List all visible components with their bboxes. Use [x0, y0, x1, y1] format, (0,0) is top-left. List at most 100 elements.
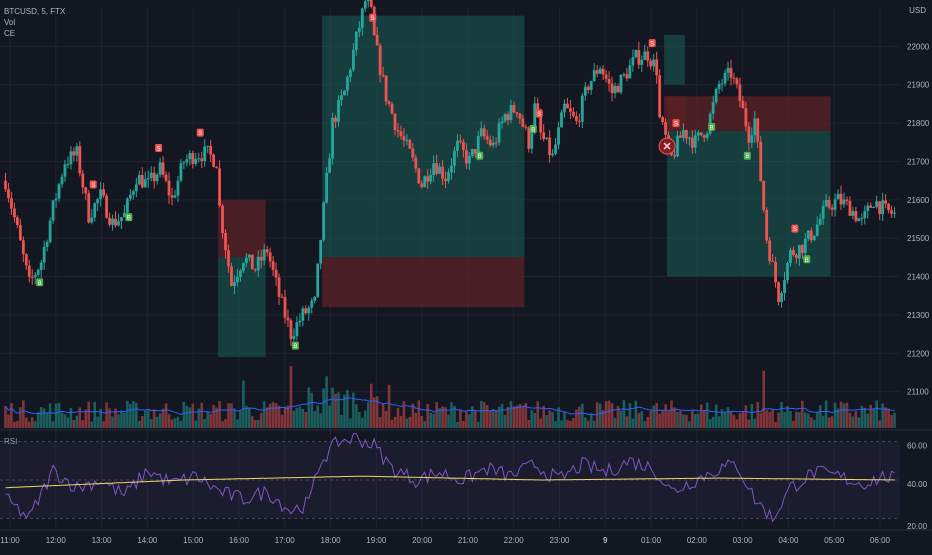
legend-ce[interactable]: CE	[4, 29, 16, 38]
candle-body	[551, 153, 554, 156]
volume-bar	[744, 405, 748, 428]
candle-body	[473, 149, 477, 154]
candle-body	[884, 200, 888, 204]
volume-bar	[798, 412, 801, 428]
candle-body	[646, 51, 650, 61]
candle-body	[476, 135, 480, 154]
candle-body	[48, 220, 52, 242]
candle-body	[622, 74, 626, 76]
volume-bar	[753, 418, 757, 428]
volume-bar	[646, 416, 650, 428]
candle-body	[753, 118, 757, 136]
volume-bar	[676, 411, 679, 428]
candle-body	[542, 132, 546, 139]
volume-bar	[387, 384, 391, 428]
volume-bar	[170, 419, 174, 428]
volume-bar	[694, 414, 697, 428]
volume-bar	[432, 413, 435, 428]
candle-body	[60, 176, 64, 185]
candle-body	[765, 209, 769, 241]
candle-body	[283, 297, 287, 318]
candle-body	[741, 101, 745, 109]
volume-bar	[289, 366, 293, 428]
candle-body	[21, 240, 25, 255]
candle-body	[340, 95, 343, 100]
candle-body	[78, 146, 82, 174]
candle-body	[738, 84, 742, 102]
volume-bar	[90, 421, 94, 428]
volume-bar	[179, 420, 183, 428]
candle-body	[503, 114, 507, 122]
volume-bar	[670, 400, 673, 428]
buy-marker-label: B	[710, 125, 714, 131]
candle-body	[441, 166, 444, 179]
candle-body	[42, 246, 46, 263]
candle-body	[357, 27, 361, 32]
volume-bar	[200, 402, 204, 428]
volume-bar	[307, 387, 311, 428]
volume-bar	[438, 408, 441, 428]
volume-bar	[93, 402, 96, 428]
volume-bar	[390, 419, 394, 428]
legend-symbol[interactable]: BTCUSD, 5, FTX	[4, 7, 66, 16]
volume-bar	[750, 403, 754, 428]
candle-body	[4, 180, 7, 190]
candle-body	[580, 95, 584, 122]
volume-bar	[352, 392, 355, 428]
candle-body	[289, 320, 293, 340]
candle-body	[628, 65, 632, 79]
candle-body	[271, 261, 275, 270]
x-axis-tick-label: 11:00	[0, 536, 20, 545]
candle-body	[762, 181, 766, 210]
candle-body	[384, 75, 388, 102]
volume-bar	[578, 406, 581, 428]
volume-bar	[72, 419, 76, 428]
volume-bar	[224, 419, 227, 428]
volume-bar	[473, 411, 477, 428]
volume-bar	[57, 402, 61, 428]
candle-body	[809, 230, 813, 241]
candle-body	[331, 117, 334, 159]
candle-body	[366, 0, 370, 2]
candle-body	[461, 141, 465, 151]
candle-body	[560, 112, 563, 128]
candle-body	[827, 199, 831, 208]
candle-body	[574, 116, 578, 121]
volume-bar	[685, 415, 688, 428]
volume-bar	[696, 413, 700, 428]
candle-body	[699, 132, 703, 136]
candle-body	[253, 269, 257, 271]
candle-body	[146, 177, 150, 180]
volume-bar	[465, 411, 468, 428]
candle-body	[494, 142, 498, 144]
buy-marker-label: B	[127, 216, 131, 222]
volume-bar	[768, 411, 771, 428]
volume-bar	[860, 405, 864, 428]
volume-bar	[637, 412, 641, 428]
volume-bar	[215, 407, 218, 428]
legend-vol[interactable]: Vol	[4, 18, 16, 27]
rsi-pane-label[interactable]: RSI	[4, 437, 18, 446]
volume-bar	[818, 405, 822, 428]
volume-bar	[316, 405, 319, 428]
volume-bar	[554, 421, 557, 428]
volume-bar	[738, 413, 742, 428]
volume-bar	[185, 405, 189, 428]
volume-bar	[108, 408, 111, 428]
candle-body	[848, 200, 852, 216]
candle-body	[206, 145, 210, 147]
candle-body	[631, 57, 635, 66]
volume-bar	[542, 405, 545, 428]
volume-bar	[708, 419, 712, 428]
candle-body	[524, 126, 528, 128]
candle-body	[800, 245, 804, 253]
volume-bar	[286, 405, 290, 428]
rsi-ma-line	[5, 475, 895, 489]
volume-bar	[673, 407, 676, 428]
y-axis-tick-label: 21600	[907, 196, 930, 205]
x-axis-tick-label: 16:00	[229, 536, 250, 545]
candle-body	[566, 103, 569, 109]
candle-body	[54, 198, 58, 201]
